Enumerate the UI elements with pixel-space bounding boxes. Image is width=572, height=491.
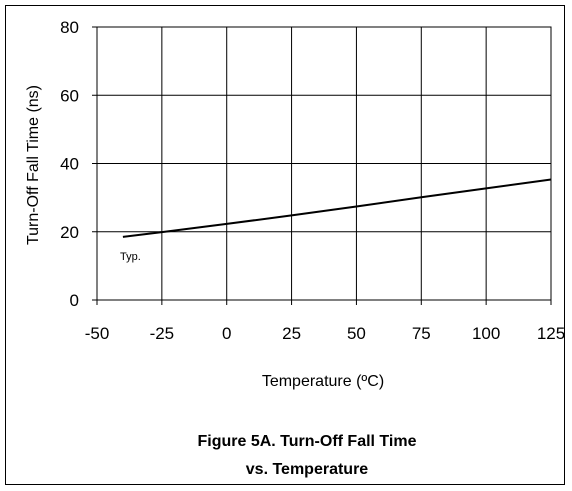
y-tick-label: 80 [60, 18, 79, 37]
y-axis-label: Turn-Off Fall Time (ns) [25, 85, 42, 245]
x-tick-label: -50 [85, 324, 110, 343]
x-axis-label: Temperature (ºC) [262, 373, 384, 390]
x-tick-label: 50 [347, 324, 366, 343]
series [122, 178, 552, 238]
series-annotation: Typ. [120, 251, 141, 263]
y-axis-ticks: 0 20 40 60 80 [60, 18, 97, 310]
y-tick-label: 40 [60, 155, 79, 174]
series-line-typ [122, 178, 552, 238]
figure-caption-line2: vs. Temperature [246, 461, 369, 478]
x-tick-label: 100 [472, 324, 500, 343]
y-tick-label: 20 [60, 223, 79, 242]
x-tick-label: 0 [222, 324, 231, 343]
x-tick-label: 25 [282, 324, 301, 343]
figure-caption-line1: Figure 5A. Turn-Off Fall Time [198, 433, 417, 450]
grid [97, 27, 551, 300]
figure-frame [5, 5, 565, 485]
y-tick-label: 60 [60, 86, 79, 105]
x-tick-label: 125 [537, 324, 565, 343]
x-tick-label: 75 [412, 324, 431, 343]
x-axis-ticks: -50 -25 0 25 50 75 100 125 [85, 300, 565, 343]
x-tick-label: -25 [150, 324, 175, 343]
y-tick-label: 0 [70, 291, 79, 310]
